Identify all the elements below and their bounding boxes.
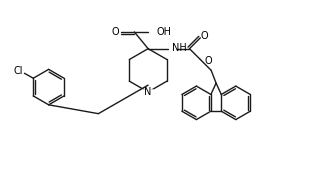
Text: NH: NH — [172, 43, 187, 53]
Text: O: O — [200, 31, 208, 41]
Text: O: O — [112, 27, 120, 37]
Text: N: N — [144, 87, 152, 97]
Text: O: O — [204, 56, 212, 66]
Text: Cl: Cl — [14, 66, 23, 76]
Text: OH: OH — [156, 27, 171, 37]
